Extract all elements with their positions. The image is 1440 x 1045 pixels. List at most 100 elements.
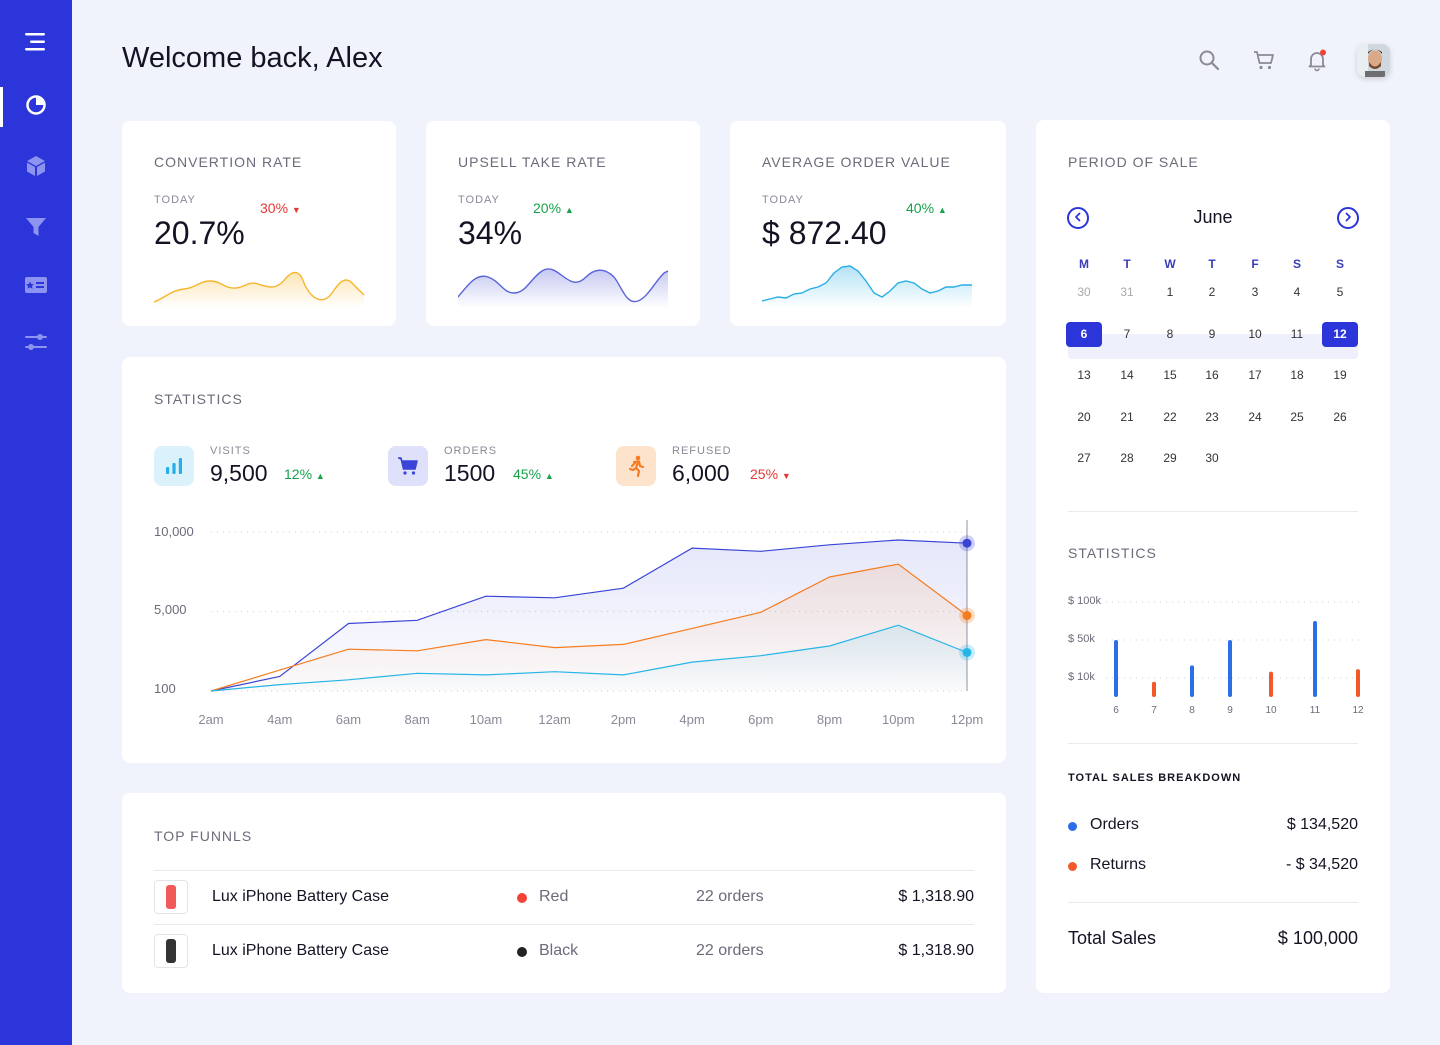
date-range-highlight — [1068, 334, 1358, 359]
calendar-day[interactable]: 7 — [1123, 327, 1131, 341]
sidebar-item-funnels[interactable] — [0, 209, 72, 249]
calendar-day[interactable]: 10 — [1248, 327, 1262, 341]
arrow-down-icon: ▼ — [781, 471, 791, 481]
kpi-sparkline — [154, 271, 365, 308]
y-axis-label: 10,000 — [154, 524, 194, 539]
calendar-day[interactable]: 23 — [1205, 410, 1219, 424]
next-month-button[interactable] — [1337, 207, 1359, 229]
stat-value: 1500 — [444, 460, 496, 486]
divider — [154, 924, 974, 925]
statistics-title: STATISTICS — [154, 391, 243, 407]
weekday-label: T — [1208, 257, 1216, 271]
series-line — [210, 563, 968, 692]
total-sales-label: Total Sales — [1068, 928, 1157, 948]
sidebar-item-products[interactable] — [0, 148, 72, 188]
bar[interactable] — [1152, 681, 1156, 697]
kpi-sparkline — [762, 265, 972, 308]
bar[interactable] — [1190, 665, 1194, 697]
pie-chart-icon — [25, 94, 47, 121]
stat-value: 9,500 — [210, 460, 268, 486]
divider — [1068, 743, 1358, 744]
table-row[interactable]: Lux iPhone Battery Case Black 22 orders … — [154, 924, 974, 978]
sliders-icon — [24, 332, 48, 357]
calendar-day[interactable]: 18 — [1290, 368, 1304, 382]
prev-month-button[interactable] — [1067, 207, 1089, 229]
cart-icon[interactable] — [1251, 47, 1277, 73]
calendar-day[interactable]: 21 — [1120, 410, 1134, 424]
calendar-day[interactable]: 30 — [1205, 451, 1219, 465]
kpi-card-conversion: CONVERTION RATE TODAY 20.7% 30% ▼ — [122, 121, 396, 326]
mini-y-label: $ 10k — [1068, 671, 1095, 683]
period-title: PERIOD OF SALE — [1068, 154, 1199, 170]
calendar-day[interactable]: 16 — [1205, 368, 1219, 382]
weekday-label: M — [1079, 257, 1089, 271]
calendar-day[interactable]: 5 — [1336, 285, 1344, 299]
calendar-day[interactable]: 14 — [1120, 368, 1134, 382]
kpi-card-aov: AVERAGE ORDER VALUE TODAY $ 872.40 40% ▲ — [730, 121, 1006, 326]
notification-bell-icon[interactable] — [1304, 47, 1330, 73]
calendar-day[interactable]: 31 — [1120, 285, 1134, 299]
calendar-day[interactable]: 8 — [1166, 327, 1174, 341]
x-tick-label: 12am — [538, 712, 571, 727]
weekday-label: S — [1292, 257, 1301, 271]
calendar-day[interactable]: 6 — [1066, 322, 1102, 347]
color-dot — [517, 893, 527, 903]
calendar-day[interactable]: 4 — [1293, 285, 1301, 299]
sidebar-item-settings[interactable] — [0, 324, 72, 364]
divider — [1068, 511, 1358, 512]
x-tick-label: 10am — [469, 712, 503, 727]
calendar-day[interactable]: 13 — [1077, 368, 1091, 382]
calendar-day[interactable]: 2 — [1208, 285, 1216, 299]
calendar-day[interactable]: 12 — [1322, 322, 1358, 347]
series-line — [210, 624, 968, 692]
x-tick-label: 6 — [1113, 705, 1119, 716]
product-price: $ 1,318.90 — [898, 942, 974, 959]
bar[interactable] — [1114, 640, 1118, 697]
kpi-delta: 20% ▲ — [533, 200, 574, 216]
x-tick-label: 12pm — [950, 712, 984, 727]
kpi-card-upsell: UPSELL TAKE RATE TODAY 34% 20% ▲ — [426, 121, 700, 326]
data-point[interactable] — [962, 647, 972, 657]
legend-dot — [1068, 822, 1077, 831]
sidebar-item-contacts[interactable] — [0, 267, 72, 307]
calendar-day[interactable]: 29 — [1163, 451, 1177, 465]
kpi-title: AVERAGE ORDER VALUE — [762, 154, 951, 170]
bar[interactable] — [1269, 671, 1273, 697]
weekday-label: S — [1335, 257, 1344, 271]
calendar-day[interactable]: 27 — [1077, 451, 1091, 465]
calendar-day[interactable]: 15 — [1163, 368, 1177, 382]
weekday-label: W — [1164, 257, 1176, 271]
bar[interactable] — [1228, 640, 1232, 697]
weekday-label: F — [1251, 257, 1259, 271]
data-point[interactable] — [962, 538, 972, 548]
calendar-day[interactable]: 11 — [1290, 327, 1304, 341]
menu-icon[interactable] — [0, 22, 72, 62]
calendar-day[interactable]: 22 — [1163, 410, 1177, 424]
calendar-day[interactable]: 25 — [1290, 410, 1304, 424]
arrow-up-icon: ▲ — [544, 471, 554, 481]
sidebar-item-dashboard[interactable] — [0, 87, 72, 127]
calendar-day[interactable]: 1 — [1166, 285, 1174, 299]
calendar-day[interactable]: 3 — [1251, 285, 1259, 299]
kpi-period: TODAY — [154, 194, 196, 206]
table-row[interactable]: Lux iPhone Battery Case Red 22 orders $ … — [154, 870, 974, 924]
bar[interactable] — [1356, 669, 1360, 697]
x-tick-label: 4pm — [679, 712, 705, 727]
calendar-day[interactable]: 19 — [1333, 368, 1347, 382]
breakdown-label: Returns — [1090, 856, 1147, 873]
calendar-day[interactable]: 26 — [1333, 410, 1347, 424]
breakdown-title: TOTAL SALES BREAKDOWN — [1068, 772, 1242, 784]
calendar-day[interactable]: 9 — [1208, 327, 1216, 341]
calendar-day[interactable]: 20 — [1077, 410, 1091, 424]
data-point[interactable] — [962, 611, 972, 621]
x-tick-label: 10pm — [882, 712, 915, 727]
chevron-right-icon — [1343, 209, 1353, 227]
search-icon[interactable] — [1196, 47, 1222, 73]
calendar-day[interactable]: 28 — [1120, 451, 1134, 465]
calendar-day[interactable]: 17 — [1248, 368, 1262, 382]
weekday-label: T — [1123, 257, 1131, 271]
calendar-day[interactable]: 30 — [1077, 285, 1091, 299]
avatar[interactable] — [1357, 44, 1390, 77]
calendar-day[interactable]: 24 — [1248, 410, 1262, 424]
bar[interactable] — [1313, 621, 1317, 697]
